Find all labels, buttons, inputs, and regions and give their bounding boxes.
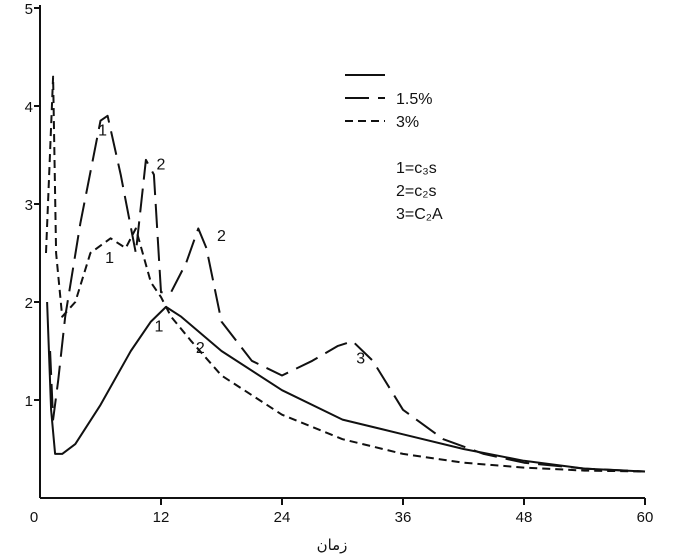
x-tick-label: 48 [516, 509, 533, 526]
legend-label-3: 3% [396, 114, 419, 131]
curve-label: 1 [105, 250, 114, 267]
y-tick-label: 4 [25, 99, 33, 116]
x-ticks: 0 12 24 36 48 60 [30, 498, 654, 526]
series-line-3 [45, 75, 646, 473]
series-line-2 [49, 114, 646, 473]
x-tick-label: 36 [395, 509, 412, 526]
annotations: 1=c₃s 2=c₂s 3=C₂A [396, 160, 443, 223]
y-tick-label: 2 [25, 295, 33, 312]
annotation-1: 1=c₃s [396, 160, 437, 177]
x-tick-label: 60 [637, 509, 654, 526]
curve-label: 2 [157, 157, 166, 174]
y-ticks: 1 2 3 4 5 [25, 1, 40, 410]
annotation-2: 2=c₂s [396, 183, 436, 200]
x-tick-label: 12 [153, 509, 170, 526]
series-group [45, 75, 646, 473]
annotation-3: 3=C₂A [396, 206, 443, 223]
curve-label: 1 [98, 122, 107, 139]
curve-label: 2 [217, 228, 226, 245]
x-axis-label: زمان [317, 536, 348, 554]
y-tick-label: 1 [25, 393, 33, 410]
x-tick-label: 24 [274, 509, 291, 526]
y-tick-label: 5 [25, 1, 33, 18]
curve-label: 2 [196, 340, 205, 357]
series-line-1 [46, 301, 646, 473]
legend: 1.5% 3% [345, 74, 432, 131]
legend-label-2: 1.5% [396, 91, 432, 108]
y-tick-label: 3 [25, 197, 33, 214]
curve-label: 3 [356, 351, 365, 368]
x-tick-label: 0 [30, 509, 38, 526]
curve-labels: 1 1 2 2 1 2 3 [98, 122, 365, 367]
curve-label: 1 [155, 318, 164, 335]
